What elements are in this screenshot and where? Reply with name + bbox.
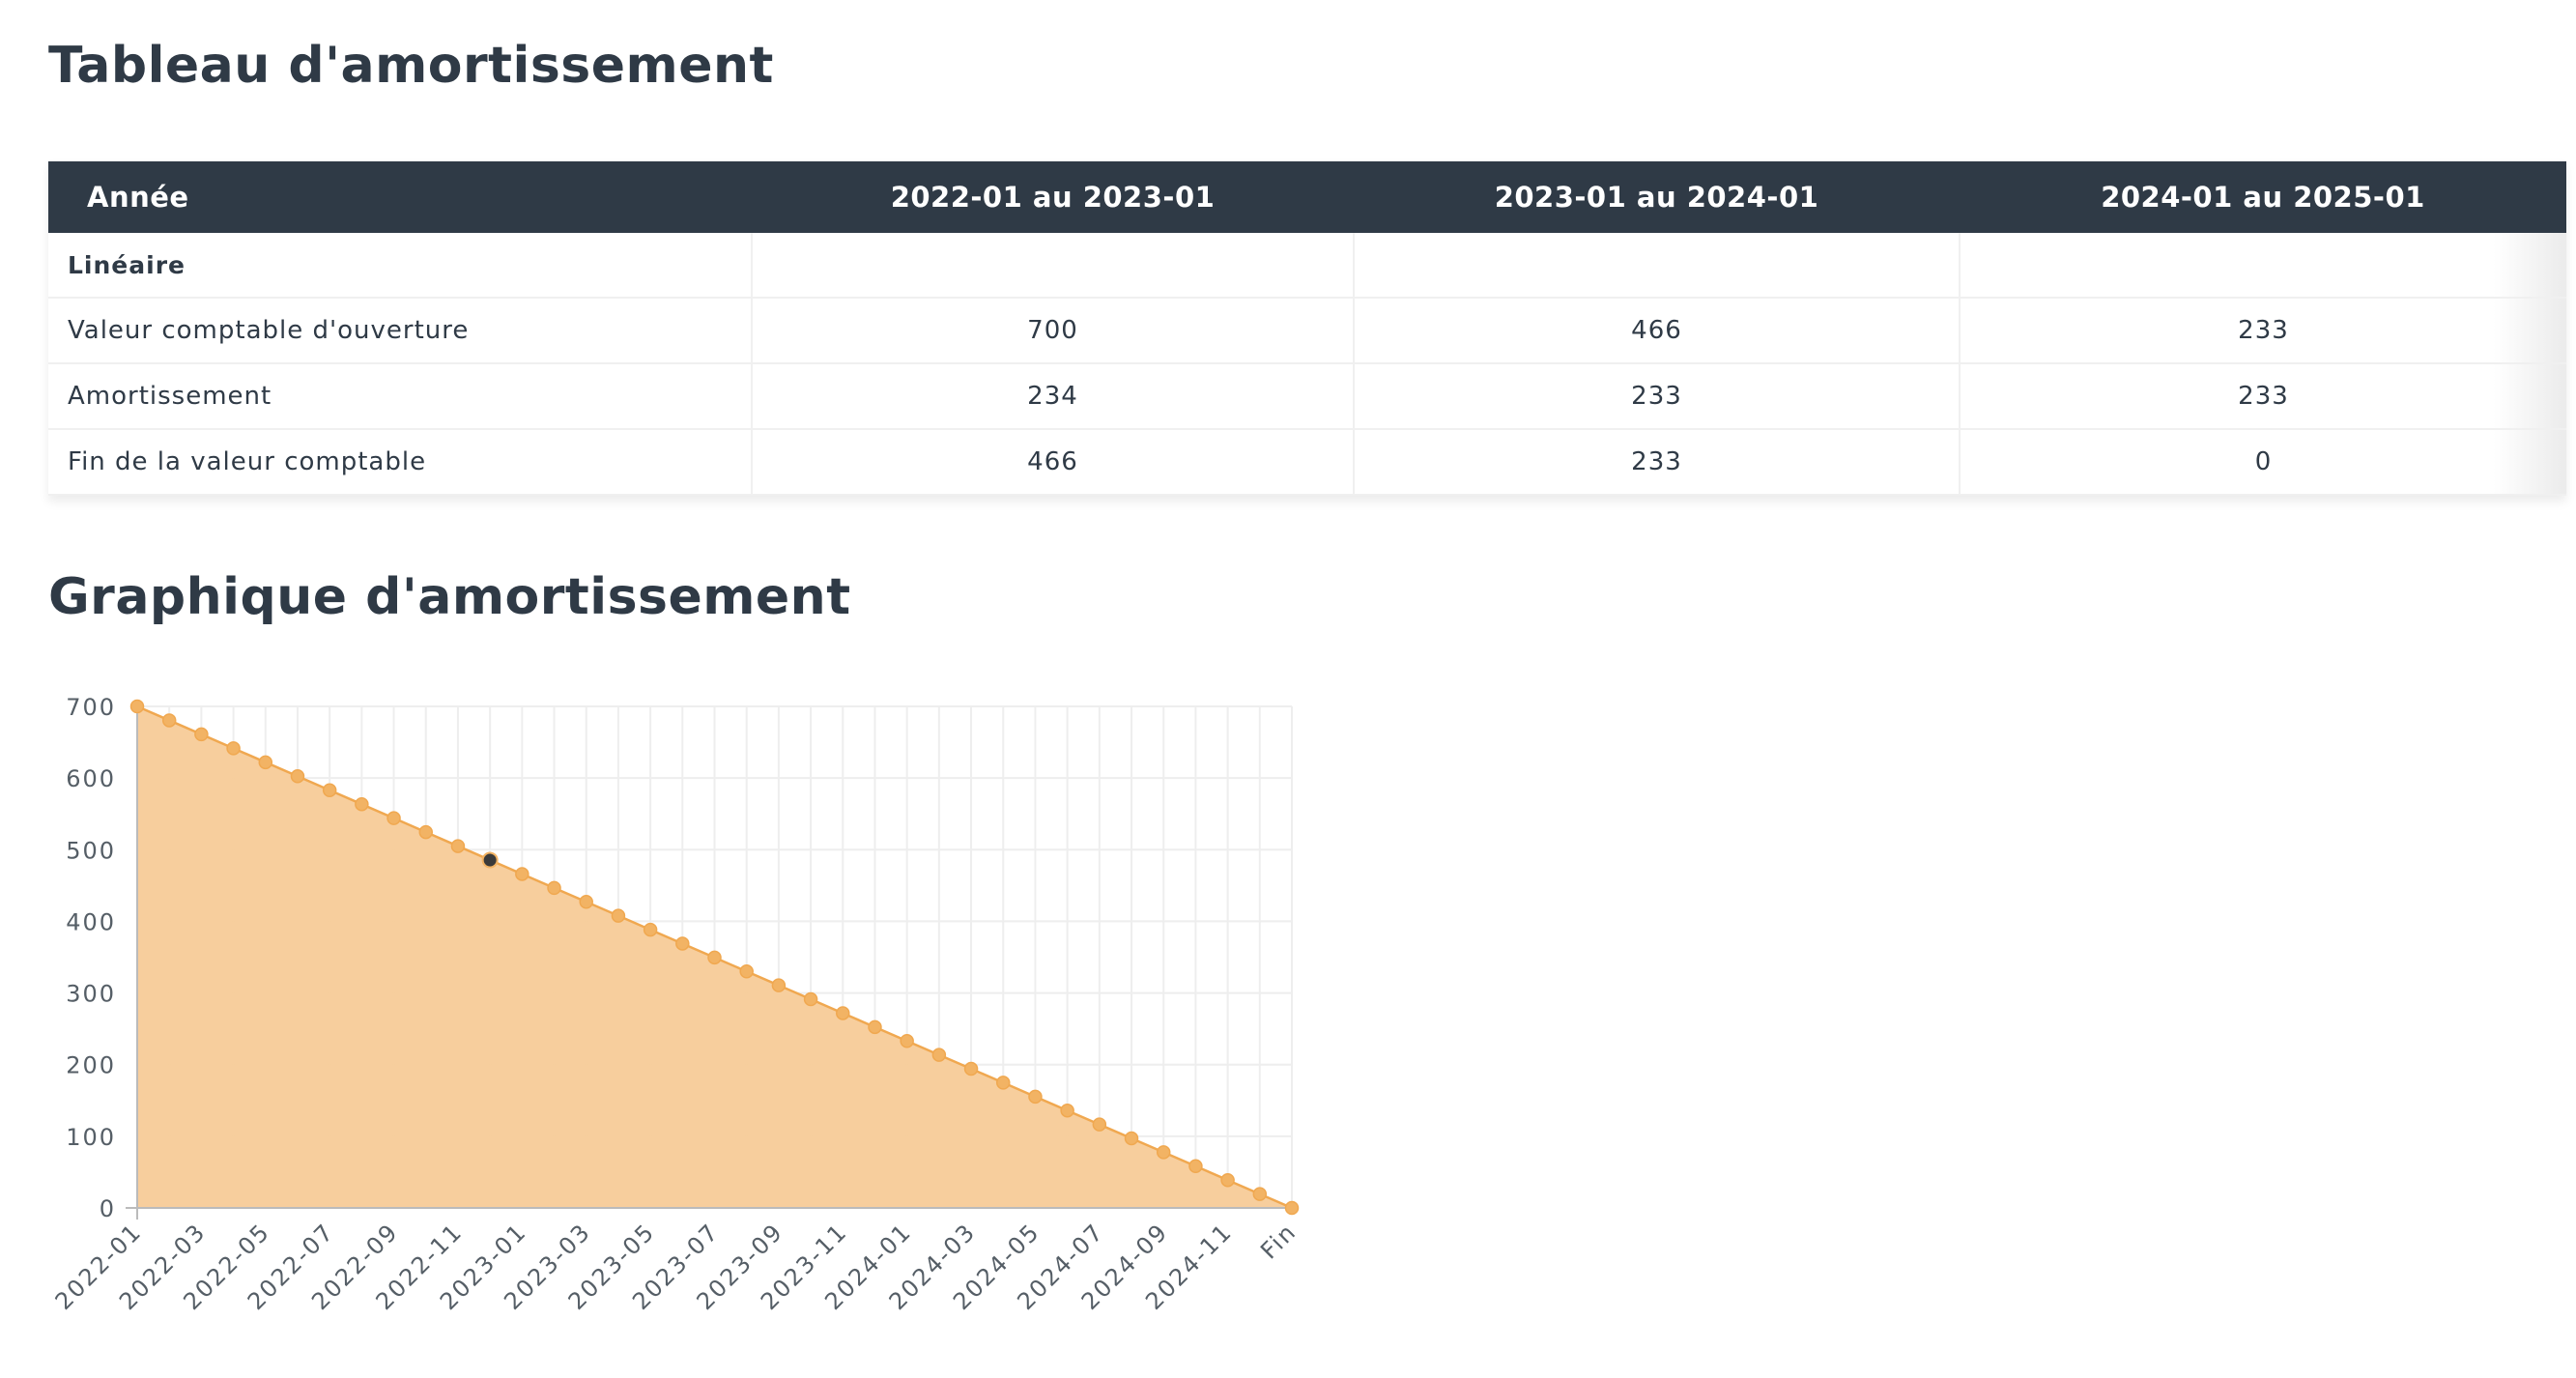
row-label: Amortissement: [48, 363, 753, 430]
y-tick-label: 0: [100, 1195, 116, 1222]
y-tick-label: 100: [66, 1124, 116, 1151]
data-point: [1284, 1200, 1300, 1216]
data-point: [803, 991, 818, 1007]
table-cell: 233: [1960, 363, 2566, 430]
data-point: [290, 769, 305, 784]
table-title: Tableau d'amortissement: [48, 37, 774, 95]
y-tick-label: 200: [66, 1052, 116, 1079]
amortization-table: Année 2022-01 au 2023-01 2023-01 au 2024…: [48, 161, 2566, 496]
header-period-3: 2024-01 au 2025-01: [1960, 161, 2566, 233]
row-label: Fin de la valeur comptable: [48, 429, 753, 496]
y-tick-label: 300: [66, 981, 116, 1008]
table-cell: [752, 233, 1355, 299]
data-point: [355, 796, 369, 812]
table-cell: 466: [1354, 298, 1961, 364]
header-period-2: 2023-01 au 2024-01: [1354, 161, 1960, 233]
table-header-row: Année 2022-01 au 2023-01 2023-01 au 2024…: [48, 161, 2566, 233]
data-point: [226, 741, 241, 756]
data-point: [1060, 1103, 1074, 1118]
table-cell: 233: [1354, 363, 1961, 430]
data-point: [931, 1048, 947, 1062]
table-cell: 0: [1960, 429, 2566, 496]
data-point: [900, 1033, 914, 1048]
section-label: Linéaire: [48, 233, 753, 299]
data-point: [1028, 1089, 1043, 1105]
data-point: [868, 1019, 882, 1035]
data-point: [707, 950, 722, 965]
data-point: [836, 1006, 850, 1020]
data-point: [450, 839, 466, 853]
data-point: [161, 713, 177, 728]
header-period-1: 2022-01 au 2023-01: [752, 161, 1354, 233]
data-point: [1220, 1172, 1235, 1188]
data-point: [258, 755, 273, 770]
row-label: Valeur comptable d'ouverture: [48, 298, 753, 364]
data-point: [739, 964, 754, 979]
data-point: [129, 699, 145, 714]
data-point: [611, 908, 626, 923]
y-tick-label: 700: [66, 694, 116, 721]
area-fill: [137, 706, 1292, 1208]
data-point: [996, 1076, 1011, 1090]
data-point: [1252, 1187, 1268, 1201]
highlighted-point: [481, 851, 499, 869]
table-row: Fin de la valeur comptable 466 233 0: [48, 429, 2566, 496]
data-point: [1124, 1131, 1139, 1146]
data-point: [418, 824, 433, 840]
y-tick-label: 600: [66, 765, 116, 792]
data-point: [322, 783, 337, 797]
section-row: Linéaire: [48, 233, 2566, 299]
table-row: Valeur comptable d'ouverture 700 466 233: [48, 298, 2566, 364]
data-point: [579, 895, 593, 909]
data-point: [386, 811, 401, 825]
data-point: [675, 936, 690, 951]
header-year: Année: [48, 161, 752, 233]
x-tick-label: Fin: [1255, 1218, 1302, 1264]
data-point: [194, 727, 209, 742]
y-tick-label: 500: [66, 837, 116, 864]
data-point: [643, 922, 658, 937]
data-point: [515, 867, 530, 881]
data-point: [1092, 1117, 1107, 1132]
table-cell: [1960, 233, 2566, 299]
table-cell: 466: [752, 429, 1355, 496]
data-point: [771, 978, 787, 992]
table-cell: 234: [752, 363, 1355, 430]
table-cell: [1354, 233, 1961, 299]
table-cell: 233: [1960, 298, 2566, 364]
chart-title: Graphique d'amortissement: [48, 568, 851, 626]
data-point: [963, 1061, 979, 1077]
data-point: [1188, 1159, 1203, 1174]
data-point: [547, 880, 561, 896]
data-point: [1156, 1145, 1171, 1160]
table-cell: 700: [752, 298, 1355, 364]
y-tick-label: 400: [66, 908, 116, 935]
table-row: Amortissement 234 233 233: [48, 363, 2566, 430]
table-cell: 233: [1354, 429, 1961, 496]
